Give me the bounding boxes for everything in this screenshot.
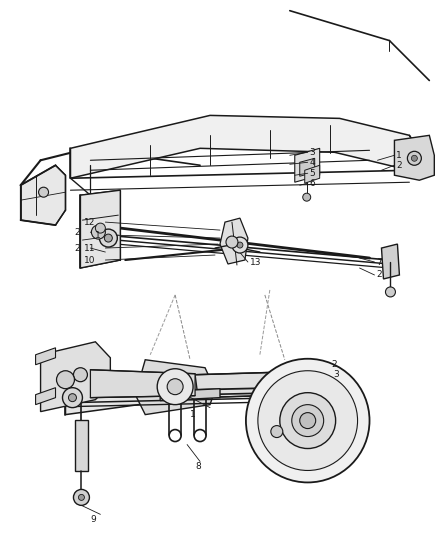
- Circle shape: [271, 425, 283, 438]
- Circle shape: [385, 287, 396, 297]
- Text: 2: 2: [75, 244, 81, 253]
- Circle shape: [292, 405, 324, 437]
- Text: 2: 2: [332, 360, 337, 369]
- Polygon shape: [270, 382, 290, 409]
- Text: 13: 13: [250, 257, 261, 266]
- Circle shape: [39, 187, 49, 197]
- Circle shape: [226, 236, 238, 248]
- Text: 1: 1: [190, 410, 196, 419]
- Text: 2: 2: [377, 270, 382, 279]
- Text: 11: 11: [84, 244, 95, 253]
- Text: 1: 1: [95, 231, 100, 239]
- Polygon shape: [66, 370, 198, 415]
- Circle shape: [407, 151, 421, 165]
- Polygon shape: [41, 342, 110, 411]
- Polygon shape: [305, 165, 320, 183]
- Polygon shape: [71, 116, 419, 178]
- Circle shape: [303, 193, 311, 201]
- Circle shape: [300, 413, 316, 429]
- Polygon shape: [295, 148, 320, 182]
- Circle shape: [95, 223, 106, 233]
- Text: 1: 1: [396, 151, 402, 160]
- Circle shape: [411, 155, 417, 161]
- Circle shape: [232, 237, 248, 253]
- Text: 2: 2: [75, 228, 81, 237]
- Polygon shape: [135, 360, 215, 415]
- Text: 7: 7: [377, 257, 382, 266]
- Polygon shape: [381, 244, 399, 279]
- Text: 4: 4: [310, 158, 315, 167]
- Polygon shape: [35, 348, 56, 365]
- Text: 12: 12: [84, 217, 95, 227]
- Circle shape: [78, 495, 85, 500]
- Circle shape: [57, 371, 74, 389]
- Circle shape: [258, 371, 357, 471]
- Circle shape: [167, 379, 183, 394]
- Polygon shape: [75, 419, 88, 472]
- Text: 9: 9: [90, 515, 96, 524]
- Circle shape: [99, 229, 117, 247]
- Circle shape: [246, 359, 370, 482]
- Circle shape: [104, 234, 112, 242]
- Circle shape: [157, 369, 193, 405]
- Text: 3: 3: [334, 370, 339, 379]
- Polygon shape: [81, 190, 120, 268]
- Polygon shape: [81, 208, 118, 255]
- Polygon shape: [35, 387, 56, 405]
- Circle shape: [68, 394, 77, 402]
- Text: 10: 10: [84, 255, 95, 264]
- Polygon shape: [395, 135, 434, 180]
- Text: 5: 5: [310, 169, 315, 177]
- Circle shape: [92, 225, 106, 239]
- Circle shape: [280, 393, 336, 449]
- Circle shape: [63, 387, 82, 408]
- Text: 3: 3: [310, 148, 315, 157]
- Circle shape: [74, 368, 88, 382]
- Text: 6: 6: [310, 179, 315, 188]
- Circle shape: [74, 489, 89, 505]
- Polygon shape: [90, 370, 195, 398]
- Text: 8: 8: [195, 462, 201, 471]
- Circle shape: [237, 242, 243, 248]
- Polygon shape: [160, 389, 220, 401]
- Polygon shape: [195, 372, 298, 398]
- Text: 2: 2: [396, 161, 402, 170]
- Polygon shape: [220, 218, 248, 264]
- Polygon shape: [21, 165, 66, 225]
- Polygon shape: [300, 158, 314, 176]
